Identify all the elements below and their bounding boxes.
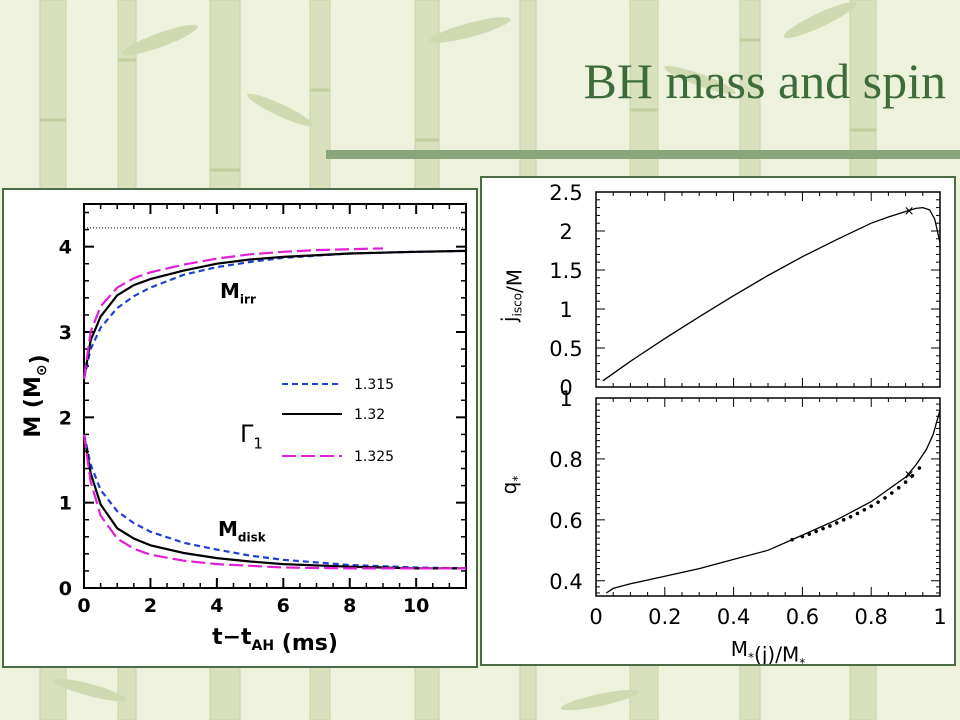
qstar-point — [862, 507, 867, 512]
qstar-point — [821, 526, 825, 531]
legend-label: 1.325 — [354, 449, 394, 465]
y-tick-label: 0 — [559, 376, 572, 400]
annotation-mirr: Mirr — [220, 279, 256, 307]
x-tick-label: 8 — [343, 595, 356, 617]
qstar-point — [835, 521, 839, 525]
x-tick-label: 6 — [277, 595, 290, 617]
x-tick-label: 0.2 — [648, 605, 681, 629]
y-tick-label: 1 — [59, 493, 72, 515]
y-tick-label: 0 — [59, 578, 72, 600]
y-tick-label: 1 — [559, 298, 572, 322]
y-tick-label: 0.8 — [549, 448, 582, 472]
y-tick-label: 0.6 — [549, 509, 582, 533]
qstar-point — [917, 466, 922, 470]
y-tick-label: 2.5 — [549, 181, 582, 205]
mass-evolution-chart-panel: 0 2 4 6 8 10 0 1 2 3 4 Mirr Mdisk Γ1 1.315 1.32 1.325 t−t… — [2, 188, 478, 668]
qstar-point — [848, 515, 853, 519]
plot-frame-top — [595, 191, 941, 388]
qstar-point — [903, 480, 908, 484]
title-underline — [326, 150, 960, 159]
qstar-marker: × — [904, 468, 915, 483]
x-tick-label: 10 — [403, 595, 429, 617]
x-tick-label: 0.6 — [786, 605, 819, 629]
spin-chart-panel: 0 0.2 0.4 0.6 0.8 1 0 0.5 1 1.5 2 2.5 0.4 0.6 0.8 1 × × ji… — [480, 176, 956, 670]
y-axis-label-bottom: q* — [497, 476, 525, 495]
y-tick-label: 4 — [59, 237, 72, 259]
qstar-point — [828, 524, 832, 528]
y-tick-label: 3 — [59, 322, 72, 344]
series-line-mirr-1-315 — [82, 249, 467, 380]
spin-charts: 0 0.2 0.4 0.6 0.8 100.511.522.50.40.60.81××ji… — [497, 181, 947, 670]
qstar-point — [790, 537, 794, 542]
slide-title: BH mass and spin — [583, 53, 947, 109]
mass-evolution-chart: 0 2 4 6 8 10 0 1 2 3 4 Mirr Mdisk Γ1 1.315 1.32 1.325 t−t… — [21, 203, 467, 656]
x-tick-label: 0.8 — [854, 605, 887, 629]
qstar-point — [896, 486, 901, 490]
y-tick-label: 0.4 — [549, 570, 582, 594]
plot-frame — [83, 203, 467, 589]
qstar-point — [814, 529, 818, 534]
qstar-point — [869, 504, 873, 508]
qstar-point — [910, 473, 915, 478]
jisco-marker: × — [904, 204, 915, 219]
x-tick-label: 0 — [77, 595, 90, 617]
x-axis-label: M*(j)/M* — [731, 637, 805, 664]
x-axis-label: t−tAH (ms) — [212, 625, 338, 656]
series-line-mdisk-1-325 — [82, 434, 466, 570]
y-tick-label: 2 — [559, 220, 572, 244]
legend-title-gamma: Γ1 — [240, 420, 263, 453]
x-tick-label: 0 — [589, 605, 602, 629]
x-tick-label: 0.4 — [717, 605, 750, 629]
y-tick-label: 2 — [59, 407, 72, 429]
legend-label: 1.315 — [354, 377, 394, 393]
y-tick-label: 1 — [559, 387, 572, 411]
series-line-mdisk-1-32 — [82, 434, 466, 570]
y-tick-label: 1.5 — [549, 259, 582, 283]
legend-label: 1.32 — [354, 407, 385, 423]
qstar-point — [890, 491, 894, 495]
qstar-point — [855, 511, 860, 516]
qstar-curve — [605, 410, 941, 594]
y-axis-label-top: jisco/M — [497, 269, 527, 323]
qstar-point — [807, 532, 812, 536]
x-tick-label: 4 — [210, 595, 223, 617]
qstar-point — [883, 496, 887, 500]
qstar-point — [876, 500, 880, 504]
series-line-mdisk-1-315 — [82, 434, 467, 570]
qstar-point — [841, 518, 846, 522]
qstar-point — [800, 534, 805, 539]
series-line-mirr-1-32 — [82, 249, 467, 380]
plot-frame-bottom — [595, 397, 941, 597]
y-tick-label: 0.5 — [549, 337, 582, 361]
y-axis-label: M (M⊙) — [21, 354, 52, 437]
annotation-mdisk: Mdisk — [218, 517, 267, 545]
jisco-curve — [602, 206, 941, 382]
series-line-mirr-1-325 — [82, 247, 384, 380]
x-tick-label: 2 — [144, 595, 157, 617]
x-tick-label: 1 — [933, 605, 946, 629]
